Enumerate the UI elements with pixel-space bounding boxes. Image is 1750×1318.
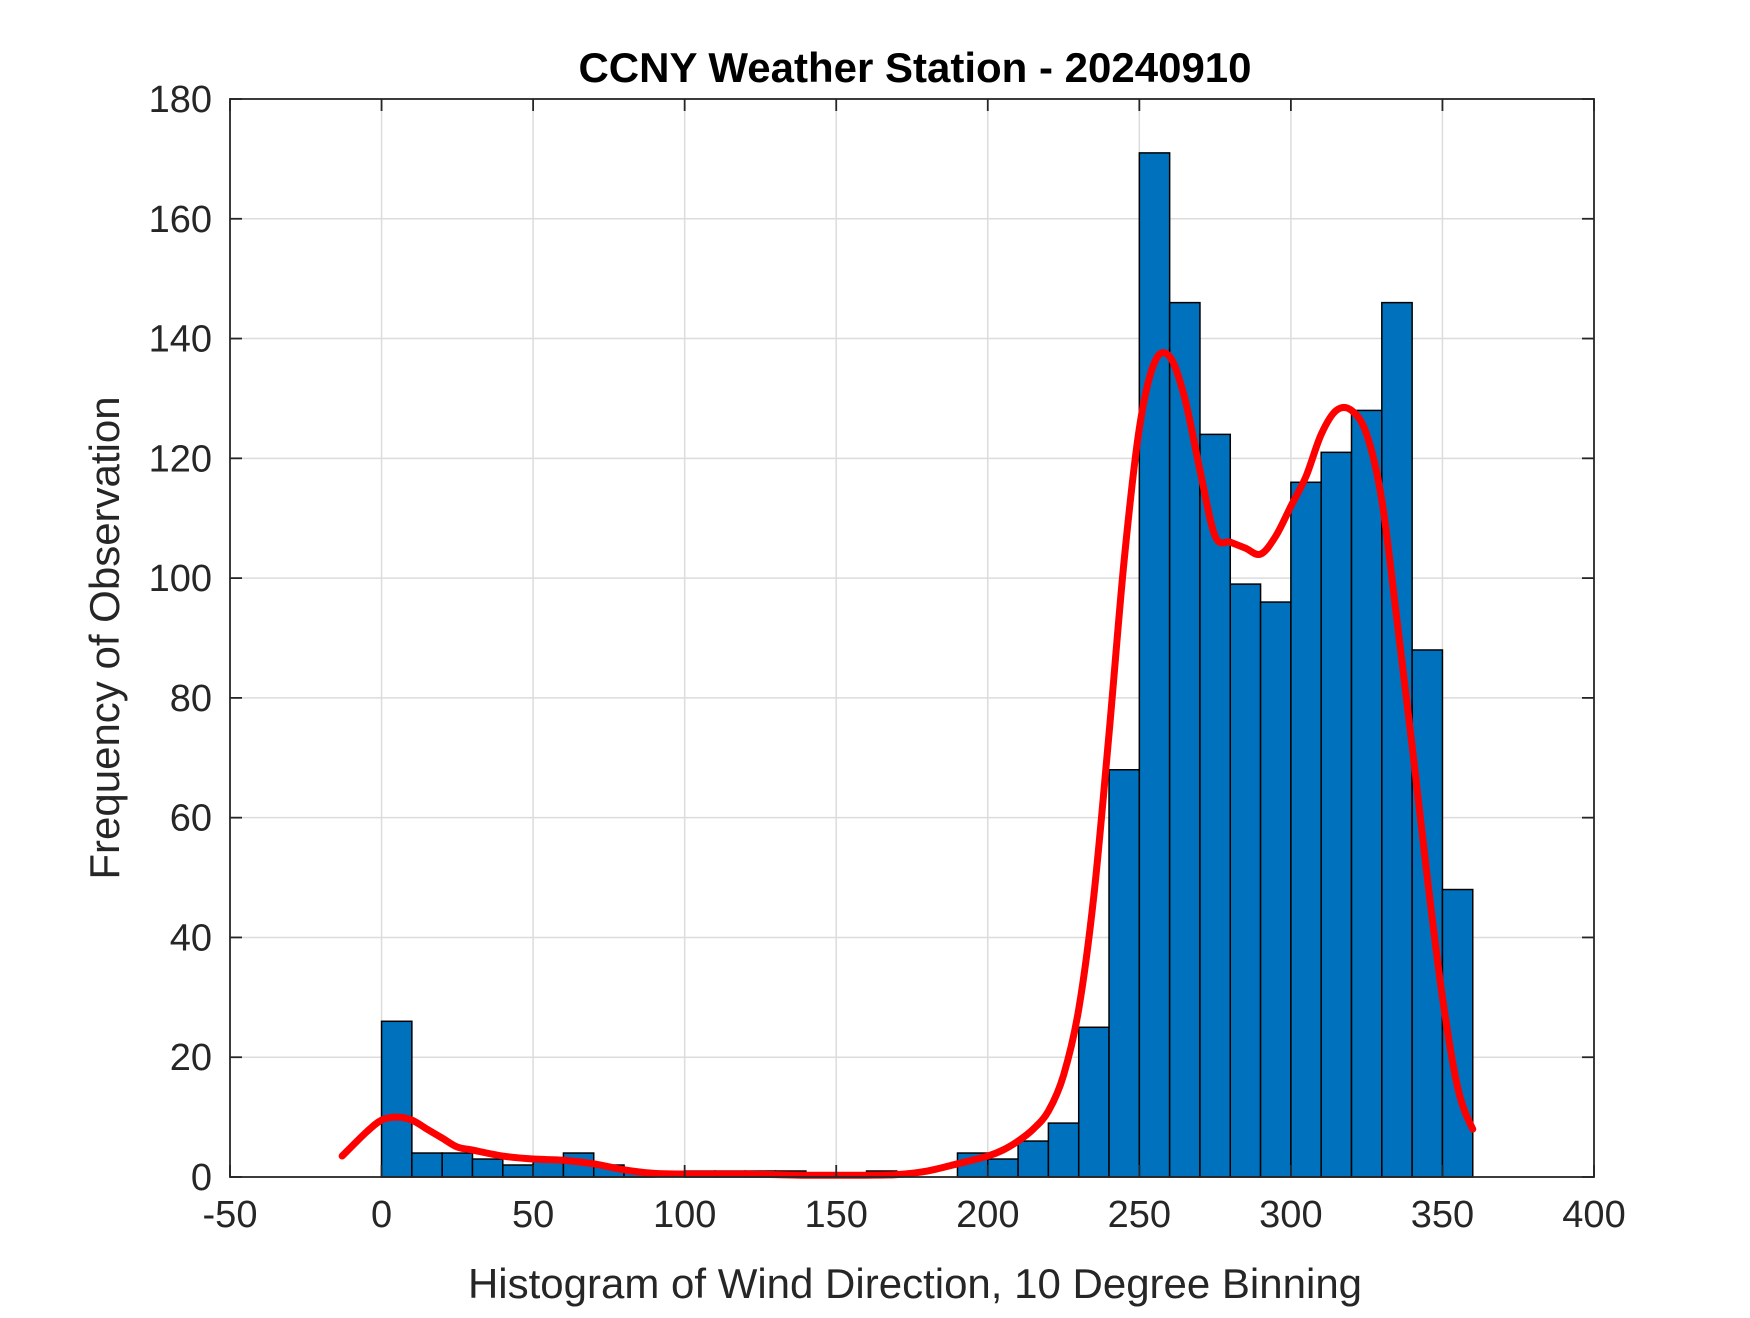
y-tick-label: 40: [170, 917, 212, 959]
y-tick-label: 180: [149, 79, 212, 121]
y-tick-label: 60: [170, 798, 212, 840]
x-tick-label: 350: [1411, 1194, 1474, 1236]
x-tick-label: 100: [653, 1194, 716, 1236]
histogram-bars: [380, 152, 1474, 1178]
histogram-bar: [1108, 769, 1141, 1178]
histogram-bar: [1290, 481, 1322, 1178]
histogram-bar: [1047, 1122, 1080, 1178]
histogram-bar: [1350, 409, 1383, 1178]
axes: [229, 98, 1595, 1178]
density-curve-group: [338, 349, 1477, 1179]
x-tick-label: 300: [1259, 1194, 1322, 1236]
y-tick-label: 120: [149, 438, 212, 480]
histogram-bar: [1381, 301, 1413, 1178]
histogram-bar: [1138, 152, 1171, 1178]
x-tick-label: 250: [1108, 1194, 1171, 1236]
histogram-bar: [411, 1152, 443, 1178]
histogram-bar: [1229, 583, 1262, 1178]
x-tick-label: 400: [1562, 1194, 1625, 1236]
y-tick-label: 0: [191, 1157, 212, 1199]
histogram-bar: [441, 1152, 474, 1178]
histogram-bar: [1017, 1140, 1050, 1178]
x-tick-label: 150: [805, 1194, 868, 1236]
chart-title: CCNY Weather Station - 20240910: [578, 44, 1251, 91]
histogram-bar: [502, 1164, 534, 1178]
histogram-bar: [1077, 1026, 1110, 1178]
y-tick-label: 160: [149, 199, 212, 241]
y-tick-label: 20: [170, 1037, 212, 1079]
histogram-bar: [1259, 601, 1292, 1178]
x-axis-label: Histogram of Wind Direction, 10 Degree B…: [468, 1260, 1362, 1307]
x-tick-label: 0: [371, 1194, 392, 1236]
x-tick-label: 50: [512, 1194, 554, 1236]
x-tick-label: 200: [956, 1194, 1019, 1236]
axes-box: [229, 98, 1595, 1178]
x-tick-label: -50: [203, 1194, 258, 1236]
histogram-bar: [1411, 649, 1444, 1178]
y-tick-label: 100: [149, 558, 212, 600]
y-tick-label: 80: [170, 678, 212, 720]
y-tick-label: 140: [149, 319, 212, 361]
density-curve: [338, 349, 1477, 1179]
histogram-bar: [987, 1158, 1019, 1178]
histogram-bar: [471, 1158, 504, 1178]
tick-labels: -50 0 50 100 150 200 250 300 350 4000204060801001…: [149, 79, 1626, 1236]
y-axis-label: Frequency of Observation: [81, 396, 128, 879]
histogram-bar: [380, 1020, 413, 1178]
histogram-bar: [1320, 451, 1353, 1178]
